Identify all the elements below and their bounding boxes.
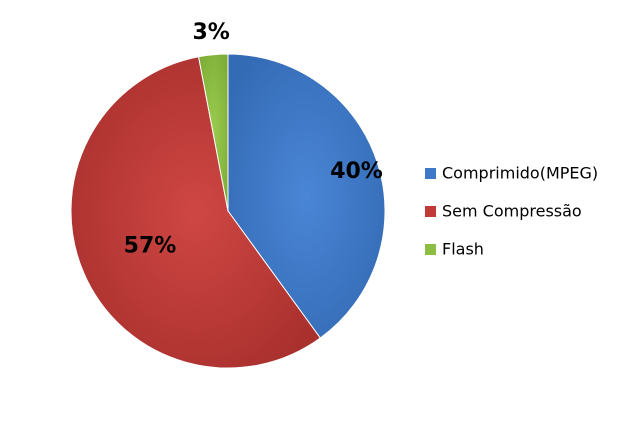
legend-label-1: Comprimido(MPEG) bbox=[442, 164, 598, 183]
pie-slice-2 bbox=[70, 56, 321, 369]
legend-swatch-1 bbox=[425, 168, 436, 179]
pie-data-label-2: 57% bbox=[124, 233, 177, 258]
legend-swatch-3 bbox=[425, 244, 436, 255]
pie-slice-1 bbox=[227, 53, 386, 339]
pie-data-labels: 40% 57% 3% bbox=[124, 20, 383, 259]
pie-slice-3 bbox=[197, 53, 229, 212]
pie-data-label-1: 40% bbox=[330, 159, 383, 184]
legend-swatch-2 bbox=[425, 206, 436, 217]
pie-slices bbox=[70, 53, 386, 369]
legend: Comprimido(MPEG) Sem Compressão Flash bbox=[425, 164, 598, 259]
pie-data-label-3: 3% bbox=[192, 20, 229, 45]
legend-label-2: Sem Compressão bbox=[442, 202, 582, 221]
legend-label-3: Flash bbox=[442, 240, 484, 259]
